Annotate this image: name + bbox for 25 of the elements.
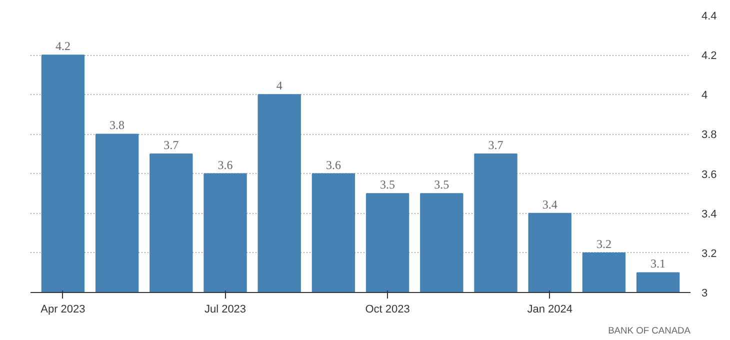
y-tick-label: 3.6 bbox=[702, 168, 717, 181]
data-label: 4 bbox=[276, 78, 282, 93]
data-label: 3.4 bbox=[542, 197, 558, 212]
data-label: 3.5 bbox=[434, 178, 450, 192]
y-tick-label: 3 bbox=[702, 288, 708, 300]
data-label: 4.2 bbox=[55, 39, 70, 54]
data-label: 3.1 bbox=[650, 256, 666, 271]
x-tick-label: Jul 2023 bbox=[204, 304, 246, 316]
data-label: 3.6 bbox=[218, 158, 233, 172]
text: BANK OF CANADA bbox=[608, 326, 692, 336]
x-tick-label: Oct 2023 bbox=[365, 304, 410, 316]
y-tick-label: 3.8 bbox=[702, 129, 717, 142]
x-tick-label: Apr 2023 bbox=[40, 304, 86, 316]
data-label: 3.5 bbox=[380, 178, 396, 192]
data-label: 3.7 bbox=[164, 138, 179, 152]
x-tick-label: Jan 2024 bbox=[527, 304, 572, 316]
y-tick-label: 3.2 bbox=[702, 248, 717, 260]
y-tick-label: 4 bbox=[702, 90, 708, 102]
data-label: 3.2 bbox=[596, 236, 612, 251]
y-tick-label: 4.2 bbox=[702, 50, 717, 62]
data-label: 3.6 bbox=[326, 158, 341, 172]
data-label: 3.7 bbox=[488, 138, 504, 152]
data-label: 3.8 bbox=[110, 118, 125, 132]
y-tick-label: 3.4 bbox=[702, 208, 717, 220]
y-tick-label: 4.4 bbox=[702, 10, 717, 22]
